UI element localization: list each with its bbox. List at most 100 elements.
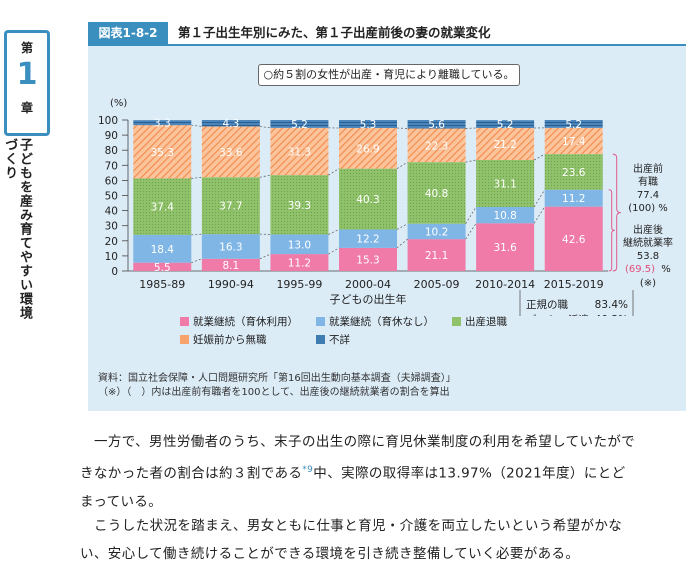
data-label: 18.4	[151, 244, 175, 256]
brace-pre-birth	[613, 154, 621, 271]
data-label: 5.2	[291, 119, 308, 131]
legend-swatch	[180, 317, 189, 326]
figure-title: 第１子出生年別にみた、第１子出産前後の妻の就業変化	[178, 22, 491, 44]
y-tick-label: 90	[105, 130, 118, 142]
data-label: 40.8	[425, 188, 448, 200]
part-value: 40.3%	[595, 314, 628, 316]
source-line-1: 資料：国立社会保障・人口問題研究所「第16回出生動向基本調査（夫婦調査）」	[98, 372, 456, 386]
x-tick-label: 1995-99	[276, 278, 322, 291]
para2-line2: い、安心して働き続けることができる環境を引き続き整備していく必要がある。	[80, 546, 579, 562]
chapter-suffix: 章	[7, 99, 47, 116]
data-label: 10.8	[493, 210, 516, 222]
post-birth-value: 53.8	[637, 251, 659, 262]
para1-line3: まっている。	[80, 494, 162, 510]
y-tick-label: 70	[105, 160, 118, 172]
post-birth-ratio: (69.5)	[625, 264, 655, 275]
x-axis-label: 子どもの出生年	[330, 292, 407, 306]
data-label: 5.2	[565, 119, 582, 131]
para1-line2: きなかった者の割合は約３割である	[80, 466, 302, 482]
para2-line1: こうした状況を踏まえ、男女ともに仕事と育児・介護を両立したいという希望がかな	[94, 518, 622, 534]
y-tick-label: 80	[105, 145, 118, 157]
connector-line	[191, 125, 202, 126]
connector-line	[260, 254, 271, 259]
connector-line	[191, 234, 202, 235]
data-label: 42.6	[562, 234, 586, 246]
data-label: 22.3	[425, 140, 448, 152]
chapter-sidebar: 第 1 章 子どもを産み育てやすい環境づくり	[0, 30, 60, 330]
para1-line2-rest: 中、実際の取得率は13.97%（2021年度）にとど	[313, 466, 625, 482]
connector-line	[191, 177, 202, 178]
connector-line	[328, 169, 339, 175]
x-tick-label: 2010-2014	[475, 278, 535, 291]
legend-label: 不詳	[329, 334, 350, 346]
pre-birth-label-2: 有職	[638, 175, 658, 188]
footnote-ref[interactable]: *9	[302, 465, 313, 475]
connector-line	[397, 224, 408, 230]
legend-item: 妊娠前から無職	[180, 334, 267, 346]
y-tick-label: 60	[105, 175, 118, 187]
data-label: 5.3	[360, 119, 377, 131]
legend-item: 就業継続（育休利用）	[180, 316, 298, 328]
data-label: 31.1	[493, 178, 516, 190]
data-label: 12.2	[356, 234, 379, 246]
data-label: 11.2	[288, 258, 311, 270]
data-label: 35.3	[151, 147, 174, 159]
legend-swatch	[316, 317, 325, 326]
pre-birth-value: 77.4	[637, 190, 659, 201]
connector-line	[260, 175, 271, 177]
data-label: 5.6	[428, 119, 445, 131]
y-tick-label: 0	[111, 266, 118, 278]
post-birth-mark: (※)	[640, 278, 656, 289]
data-label: 37.7	[219, 201, 242, 213]
connector-line	[397, 239, 408, 248]
connector-line	[466, 160, 477, 162]
legend-label: 就業継続（育休利用）	[193, 316, 298, 328]
y-axis-label: (%)	[110, 98, 127, 109]
y-tick-label: 100	[98, 115, 118, 127]
connector-line	[534, 207, 545, 224]
chapter-title: 子どもを産み育てやすい環境づくり	[14, 138, 32, 330]
y-tick-label: 20	[105, 236, 118, 248]
data-label: 11.2	[562, 193, 585, 205]
data-label: 5.5	[154, 262, 171, 274]
regular-label: 正規の職	[526, 299, 568, 311]
data-label: 5.2	[497, 119, 514, 131]
brace-post-birth	[609, 190, 615, 271]
legend-label: 妊娠前から無職	[193, 334, 267, 346]
figure-id: 図表1-8-2	[88, 22, 168, 44]
chapter-prefix: 第	[7, 39, 47, 56]
data-label: 31.3	[288, 146, 311, 158]
figure-source: 資料：国立社会保障・人口問題研究所「第16回出生動向基本調査（夫婦調査）」 （※…	[98, 372, 456, 400]
y-tick-label: 10	[105, 251, 118, 263]
body-paragraph-2: こうした状況を踏まえ、男女ともに仕事と育児・介護を両立したいという希望がかな い…	[80, 512, 680, 568]
post-birth-label-1: 出産後	[633, 223, 663, 236]
data-label: 13.0	[288, 239, 311, 251]
y-tick-label: 30	[105, 221, 118, 233]
body-paragraph-1: 一方で、男性労働者のうち、末子の出生の際に育児休業制度の利用を希望していたがで …	[80, 428, 680, 516]
pre-birth-label-1: 出産前	[633, 162, 663, 175]
para1-line1: 一方で、男性労働者のうち、末子の出生の際に育児休業制度の利用を希望していたがで	[94, 434, 635, 450]
connector-line	[534, 154, 545, 160]
data-label: 8.1	[223, 260, 240, 272]
post-birth-label-2: 継続就業率	[623, 236, 673, 249]
source-line-2: （※）（ ）内は出産前有職者を100として、出産後の継続就業者の割合を算出	[98, 386, 456, 400]
legend-item: 就業継続（育休なし）	[316, 316, 434, 328]
data-label: 40.3	[356, 194, 379, 206]
x-tick-label: 2015-2019	[544, 278, 604, 291]
data-label: 37.4	[151, 202, 175, 214]
connector-line	[466, 207, 477, 224]
figure-header: 図表1-8-2 第１子出生年別にみた、第１子出産前後の妻の就業変化	[88, 22, 686, 44]
legend-swatch	[452, 317, 461, 326]
connector-line	[191, 259, 202, 263]
data-label: 21.1	[425, 250, 448, 262]
connector-line	[534, 190, 545, 207]
x-tick-label: 1985-89	[139, 278, 185, 291]
connector-line	[328, 229, 339, 234]
connector-line	[260, 126, 271, 127]
y-tick-label: 40	[105, 206, 118, 218]
data-label: 3.3	[154, 118, 171, 130]
data-label: 39.3	[288, 200, 311, 212]
x-tick-label: 2000-04	[345, 278, 391, 291]
legend-item: 不詳	[316, 334, 350, 346]
data-label: 17.4	[562, 136, 586, 148]
